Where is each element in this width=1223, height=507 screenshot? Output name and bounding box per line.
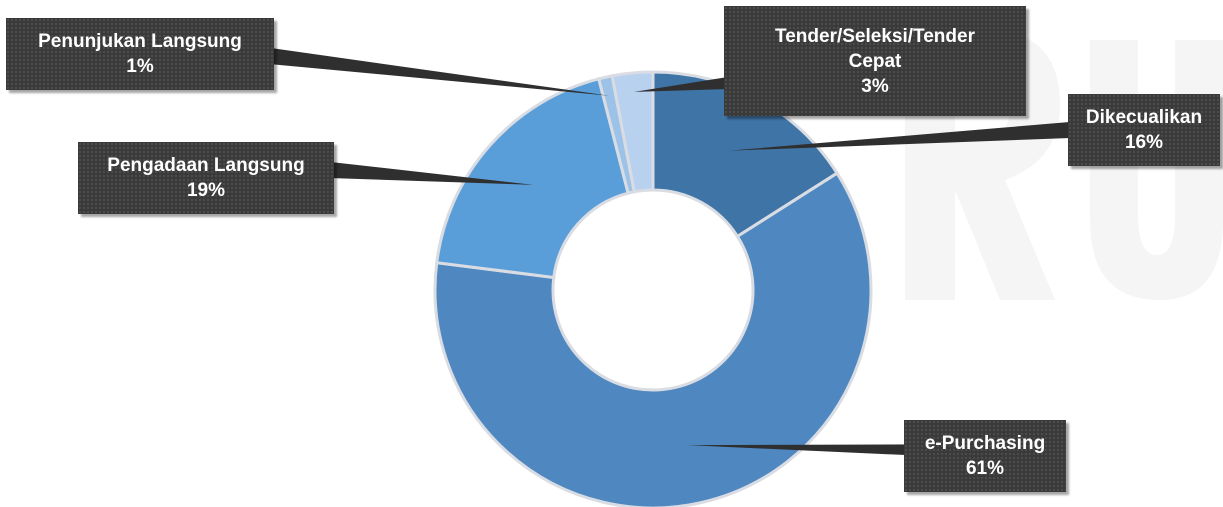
callout-percent: 3% (861, 75, 889, 97)
callout-percent: 19% (186, 180, 226, 201)
callout-penunjukan-langsung: Penunjukan Langsung 1% (6, 18, 274, 90)
slice-tender-seleksi-tender-cepat (610, 70, 655, 194)
leader-line-pengadaan-langsung (329, 162, 534, 185)
callout-e-purchasing: e-Purchasing 61% (904, 420, 1066, 492)
leader-line-penunjukan-langsung (269, 48, 610, 96)
callout-tender: Tender/Seleksi/Tender Cepat 3% (724, 6, 1026, 116)
callout-percent: 16% (1124, 132, 1164, 153)
callout-category: Pengadaan Langsung (107, 155, 305, 176)
callout-category-line2: Cepat (848, 50, 902, 72)
callout-percent: 1% (126, 56, 154, 77)
callout-pengadaan-langsung: Pengadaan Langsung 19% (78, 142, 334, 214)
callout-category: Dikecualikan (1085, 107, 1203, 128)
callout-percent: 61% (965, 458, 1005, 479)
callout-category-line1: Tender/Seleksi/Tender (775, 25, 975, 47)
leader-line-dikecualikan (729, 122, 1071, 151)
slice-pengadaan-langsung (435, 77, 630, 280)
slice-e-purchasing (433, 171, 873, 507)
callout-category: e-Purchasing (924, 433, 1046, 454)
callout-category: Penunjukan Langsung (38, 31, 242, 52)
callout-dikecualikan: Dikecualikan 16% (1068, 94, 1220, 166)
